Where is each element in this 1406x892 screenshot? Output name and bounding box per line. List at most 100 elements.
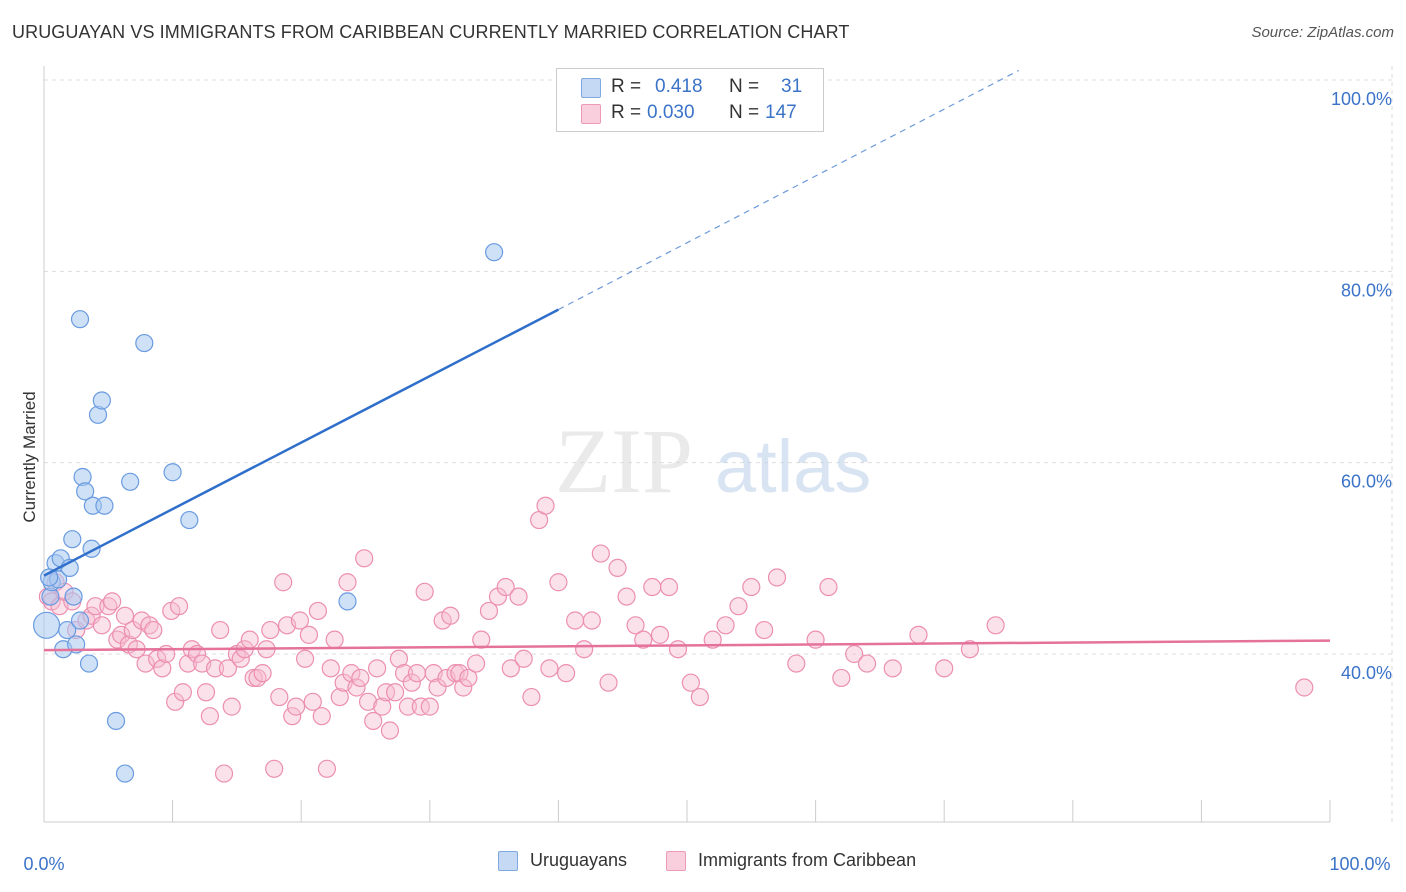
caribbean-point	[582, 611, 601, 630]
caribbean-point	[986, 616, 1005, 635]
y-tick-label: 60.0%	[1341, 472, 1392, 492]
trend-lines	[43, 69, 1331, 652]
uruguayan-point	[76, 482, 95, 501]
caribbean-point	[222, 697, 241, 716]
caribbean-point	[200, 707, 219, 726]
legend-label-caribbean: Immigrants from Caribbean	[698, 850, 917, 870]
caribbean-point	[169, 597, 189, 616]
legend-swatch-pink	[666, 850, 686, 871]
caribbean-point	[742, 577, 761, 597]
caribbean-point	[299, 625, 319, 644]
caribbean-point	[626, 616, 645, 635]
uruguayan-point	[121, 472, 140, 491]
caribbean-point	[514, 649, 533, 668]
caribbean-point	[265, 759, 284, 778]
caribbean-point	[398, 697, 418, 716]
caribbean-point	[454, 678, 473, 697]
x-tick-label-max: 100.0%	[1329, 854, 1390, 874]
caribbean-point	[522, 687, 541, 707]
caribbean-point	[402, 673, 421, 692]
caribbean-point	[270, 687, 289, 707]
caribbean-point	[355, 549, 374, 568]
caribbean-point	[415, 582, 434, 601]
legend-item-uruguayans[interactable]: Uruguayans	[498, 850, 627, 871]
caribbean-point	[634, 630, 653, 649]
caribbean-point	[1295, 678, 1314, 697]
uruguayans-trend-line	[43, 308, 559, 577]
caribbean-point	[317, 759, 337, 778]
uruguayan-point	[95, 496, 114, 515]
caribbean-point	[716, 616, 735, 635]
caribbean-point	[566, 611, 585, 630]
uruguayan-point	[485, 243, 504, 262]
caribbean-point	[479, 601, 499, 621]
caribbean-point	[509, 587, 528, 606]
r-label: R =	[611, 76, 642, 97]
legend-swatch-blue	[581, 78, 601, 98]
watermark-zip: ZIP	[555, 410, 693, 512]
uruguayan-point	[32, 611, 61, 639]
caribbean-point	[321, 659, 340, 678]
y-tick-label: 80.0%	[1341, 280, 1392, 300]
caribbean-point	[144, 620, 163, 640]
uruguayan-point	[79, 654, 99, 673]
caribbean-point	[214, 764, 234, 783]
caribbean-point	[136, 654, 155, 673]
caribbean-point	[253, 664, 272, 683]
caribbean-point	[103, 592, 122, 611]
uruguayan-point	[58, 620, 77, 640]
caribbean-point	[536, 496, 555, 515]
uruguayan-point	[180, 510, 199, 530]
correlation-legend: R = 0.418 N = 31 R = 0.030 N = 147	[556, 68, 824, 132]
watermark-atlas: atlas	[715, 425, 871, 508]
r-value: 0.030	[647, 102, 695, 123]
caribbean-trend-line	[43, 639, 1331, 652]
caribbean-point	[240, 630, 259, 649]
x-tick-label-min: 0.0%	[23, 854, 64, 874]
caribbean-point	[690, 687, 709, 707]
caribbean-point	[261, 620, 280, 640]
caribbean-point	[643, 577, 662, 597]
caribbean-point	[358, 692, 378, 711]
r-label: R =	[611, 102, 642, 123]
caribbean-point	[367, 659, 387, 678]
caribbean-point	[364, 711, 383, 731]
legend-swatch-pink	[581, 104, 601, 124]
source-label: Source: ZipAtlas.com	[1251, 24, 1394, 41]
legend-item-caribbean[interactable]: Immigrants from Caribbean	[666, 850, 916, 871]
caribbean-point	[380, 721, 400, 740]
uruguayan-point	[163, 463, 182, 482]
caribbean-point	[286, 697, 306, 716]
caribbean-point	[599, 673, 618, 692]
caribbean-point	[274, 573, 293, 592]
caribbean-point	[385, 683, 405, 702]
caribbean-point	[608, 558, 627, 578]
caribbean-point	[935, 659, 954, 678]
caribbean-point	[681, 673, 700, 692]
uruguayan-point	[40, 568, 59, 587]
caribbean-point	[347, 678, 366, 697]
caribbean-point	[960, 640, 980, 659]
caribbean-point	[338, 573, 357, 592]
caribbean-point	[832, 668, 851, 688]
caribbean-point	[244, 668, 263, 688]
gridlines	[44, 66, 1393, 822]
caribbean-point	[557, 664, 576, 683]
uruguayan-point	[338, 592, 357, 611]
caribbean-point	[659, 577, 679, 597]
caribbean-point	[420, 697, 439, 716]
caribbean-point	[496, 577, 515, 597]
n-label: N =	[729, 102, 760, 123]
caribbean-point	[308, 601, 328, 621]
caribbean-point	[342, 664, 361, 683]
tick-labels: 40.0% 60.0% 80.0% 100.0% 0.0% 100.0%	[23, 89, 1392, 874]
caribbean-point	[205, 659, 225, 678]
caribbean-point	[173, 683, 192, 702]
caribbean-point	[330, 687, 349, 707]
caribbean-point	[845, 644, 864, 664]
caribbean-point	[488, 587, 508, 606]
caribbean-point	[650, 625, 670, 644]
caribbean-point	[767, 568, 787, 587]
caribbean-point	[549, 573, 568, 592]
